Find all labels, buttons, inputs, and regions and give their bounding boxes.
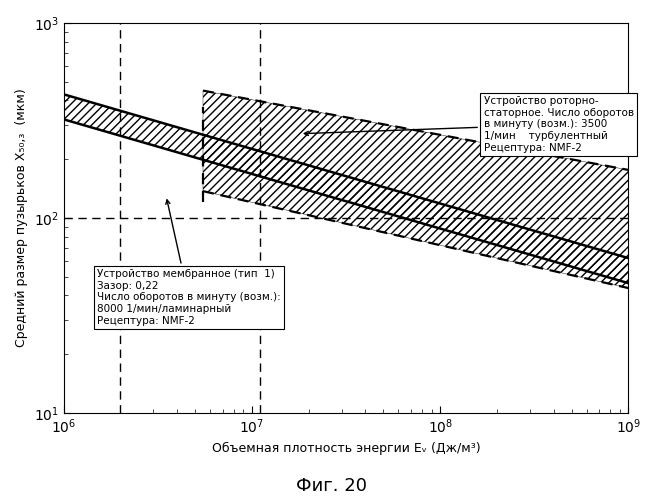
Text: Устройство роторно-
статорное. Число оборотов
в минуту (возм.): 3500
1/мин    ту: Устройство роторно- статорное. Число обо…	[305, 96, 634, 152]
Text: Устройство мембранное (тип  1)
Зазор: 0,22
Число оборотов в минуту (возм.):
8000: Устройство мембранное (тип 1) Зазор: 0,2…	[97, 200, 281, 326]
Text: Фиг. 20: Фиг. 20	[295, 477, 367, 495]
Y-axis label: Средний размер пузырьков X₅₀,₃  (мкм): Средний размер пузырьков X₅₀,₃ (мкм)	[15, 88, 28, 347]
X-axis label: Объемная плотность энергии Eᵥ (Дж/м³): Объемная плотность энергии Eᵥ (Дж/м³)	[212, 442, 481, 455]
